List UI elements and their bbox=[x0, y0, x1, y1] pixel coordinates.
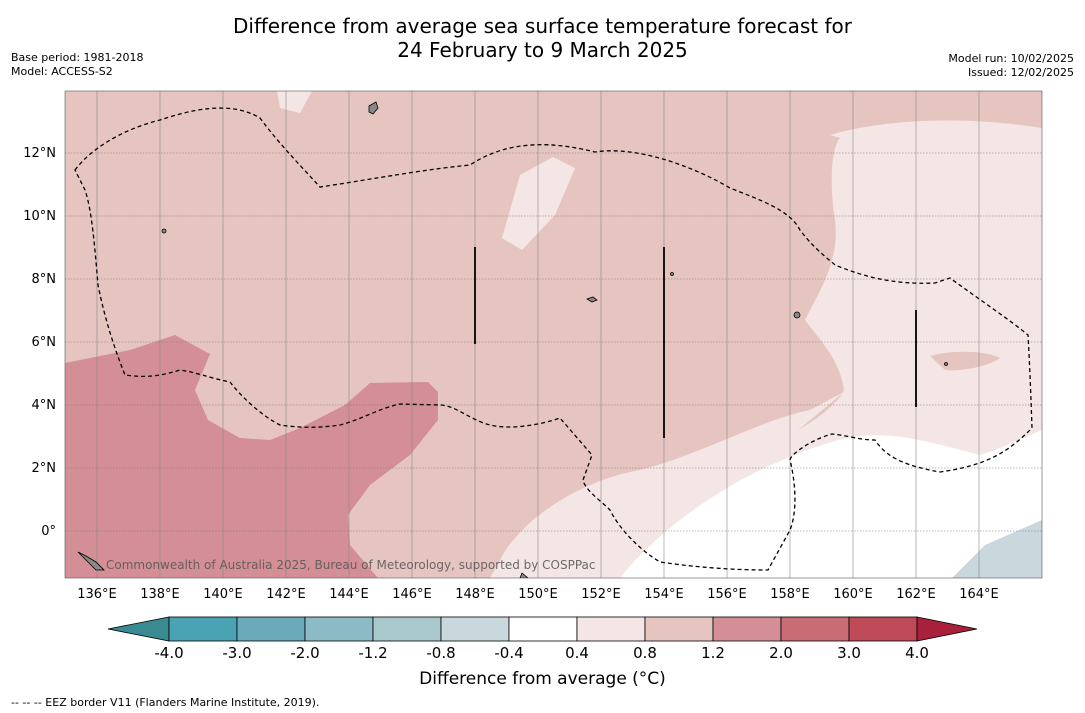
lon-label-152e: 152°E bbox=[581, 587, 621, 602]
colorbar-segments bbox=[168, 616, 918, 642]
lon-label-142e: 142°E bbox=[266, 587, 306, 602]
colorbar-tick-label: 4.0 bbox=[905, 644, 929, 662]
colorbar-segment bbox=[304, 616, 374, 642]
islands bbox=[77, 101, 948, 578]
colorbar-tick-label: 1.2 bbox=[701, 644, 725, 662]
map-title: Difference from average sea surface temp… bbox=[0, 14, 1085, 62]
colorbar-title: Difference from average (°C) bbox=[419, 669, 666, 689]
colorbar-segment bbox=[372, 616, 442, 642]
colorbar-tick-label: -0.8 bbox=[426, 644, 456, 662]
anomaly-field-neutral bbox=[620, 430, 1042, 578]
title-line-1: Difference from average sea surface temp… bbox=[232, 14, 852, 38]
colorbar-segment bbox=[440, 616, 510, 642]
lon-label-160e: 160°E bbox=[833, 587, 873, 602]
map-area bbox=[65, 91, 1042, 578]
anomaly-field-cool bbox=[952, 520, 1042, 578]
colorbar-segment bbox=[168, 616, 238, 642]
colorbar-segment bbox=[576, 616, 646, 642]
lon-label-158e: 158°E bbox=[770, 587, 810, 602]
metadata-right: Model run: 10/02/2025 Issued: 12/02/2025 bbox=[948, 52, 1074, 80]
latitude-gridlines bbox=[65, 152, 1042, 532]
lon-label-148e: 148°E bbox=[455, 587, 495, 602]
anomaly-field-0.4-0.8-patch bbox=[502, 157, 575, 250]
anomaly-field-0.4-0.8-south bbox=[490, 392, 844, 578]
eez-legend: -- -- -- EEZ border V11 (Flanders Marine… bbox=[11, 696, 320, 709]
colorbar-tick-label: 3.0 bbox=[837, 644, 861, 662]
colorbar-over-arrow bbox=[916, 616, 978, 642]
lon-label-156e: 156°E bbox=[707, 587, 747, 602]
colorbar-segment bbox=[508, 616, 578, 642]
lon-label-164e: 164°E bbox=[959, 587, 999, 602]
eez-border bbox=[74, 107, 1033, 571]
lat-label-4n: 4°N bbox=[31, 398, 57, 413]
title-line-2: 24 February to 9 March 2025 bbox=[397, 38, 688, 62]
colorbar-segment bbox=[848, 616, 918, 642]
lat-label-12n: 12°N bbox=[23, 146, 56, 161]
longitude-gridlines bbox=[96, 91, 980, 578]
lat-label-2n: 2°N bbox=[31, 461, 57, 476]
lat-label-0: 0° bbox=[41, 524, 56, 539]
colorbar-tick-label: -2.0 bbox=[290, 644, 320, 662]
lon-label-138e: 138°E bbox=[140, 587, 180, 602]
lat-label-10n: 10°N bbox=[23, 209, 56, 224]
colorbar-segment bbox=[236, 616, 306, 642]
model-run-label: Model run: 10/02/2025 bbox=[948, 52, 1074, 65]
colorbar bbox=[107, 616, 978, 642]
lat-label-8n: 8°N bbox=[31, 272, 57, 287]
copyright-credit: Commonwealth of Australia 2025, Bureau o… bbox=[106, 558, 596, 572]
metadata-left: Base period: 1981-2018 Model: ACCESS-S2 bbox=[11, 51, 143, 79]
lon-label-136e: 136°E bbox=[77, 587, 117, 602]
colorbar-tick-label: -3.0 bbox=[222, 644, 252, 662]
colorbar-segment bbox=[644, 616, 714, 642]
lon-label-146e: 146°E bbox=[392, 587, 432, 602]
model-label: Model: ACCESS-S2 bbox=[11, 65, 113, 78]
colorbar-segment bbox=[712, 616, 782, 642]
lon-label-144e: 144°E bbox=[329, 587, 369, 602]
base-period-label: Base period: 1981-2018 bbox=[11, 51, 144, 64]
anomaly-field-patch-east bbox=[930, 351, 1000, 371]
map-frame bbox=[64, 90, 1043, 579]
colorbar-tick-label: -0.4 bbox=[494, 644, 524, 662]
anomaly-field-1.2-2.0-west bbox=[65, 335, 438, 578]
lon-label-162e: 162°E bbox=[896, 587, 936, 602]
lon-label-150e: 150°E bbox=[518, 587, 558, 602]
colorbar-tick-label: -1.2 bbox=[358, 644, 388, 662]
colorbar-tick-label: -4.0 bbox=[154, 644, 184, 662]
issued-label: Issued: 12/02/2025 bbox=[967, 66, 1074, 79]
colorbar-under-arrow bbox=[107, 616, 170, 642]
colorbar-tick-label: 0.4 bbox=[565, 644, 589, 662]
lon-label-154e: 154°E bbox=[644, 587, 684, 602]
colorbar-tick-label: 2.0 bbox=[769, 644, 793, 662]
colorbar-segment bbox=[780, 616, 850, 642]
eez-boundary-segments bbox=[474, 247, 917, 438]
colorbar-tick-label: 0.8 bbox=[633, 644, 657, 662]
lat-label-6n: 6°N bbox=[31, 335, 57, 350]
lon-label-140e: 140°E bbox=[203, 587, 243, 602]
